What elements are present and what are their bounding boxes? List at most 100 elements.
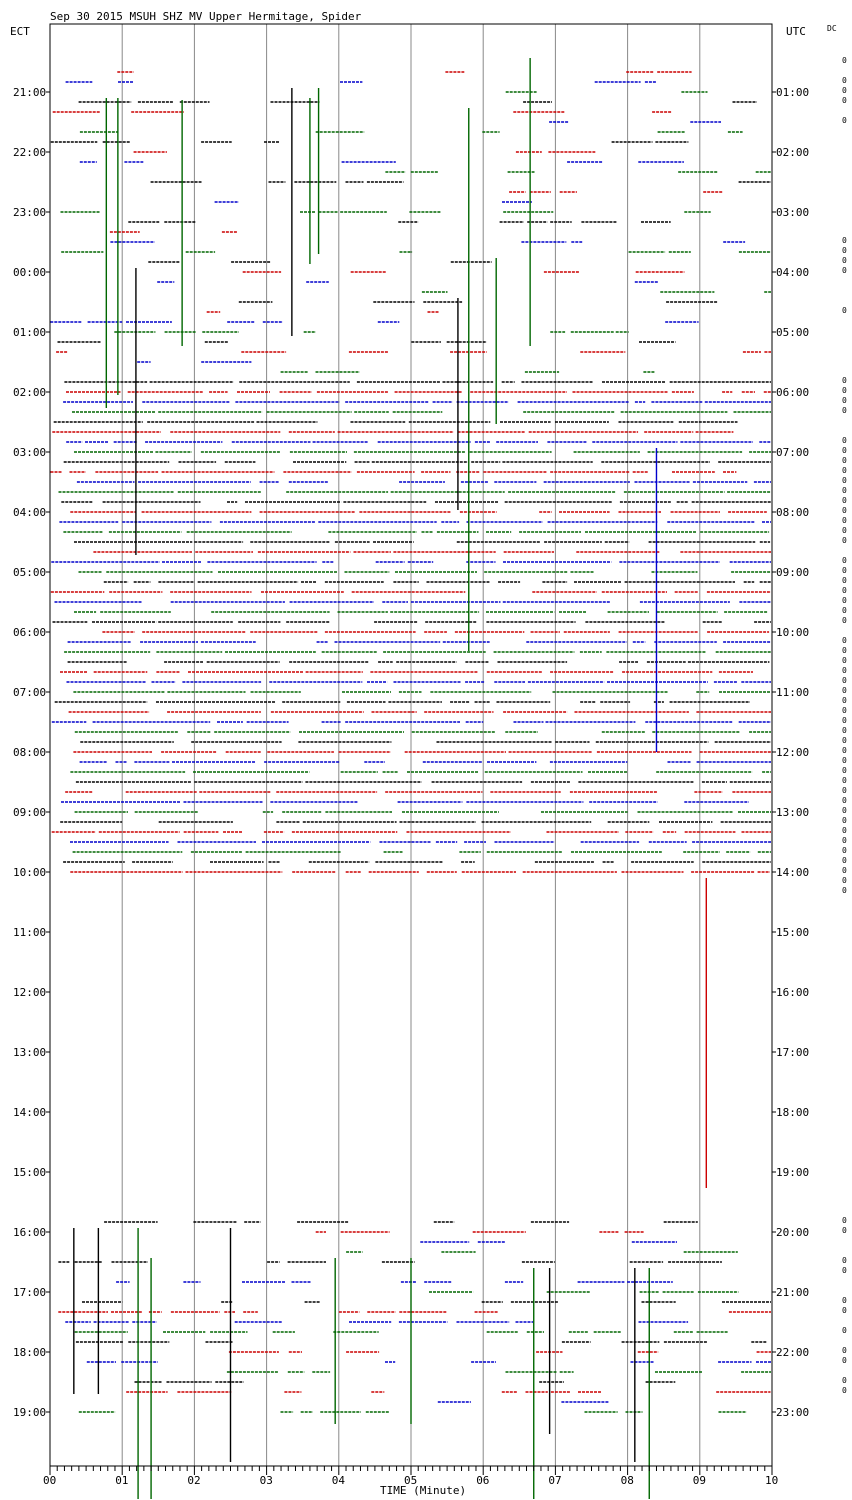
utc-label: 10:00 xyxy=(776,626,809,639)
dc-marker: 0 xyxy=(842,236,847,245)
dc-marker: 0 xyxy=(842,266,847,275)
dc-marker: 0 xyxy=(842,86,847,95)
dc-marker: 0 xyxy=(842,816,847,825)
utc-label: 21:00 xyxy=(776,1286,809,1299)
dc-marker: 0 xyxy=(842,556,847,565)
dc-marker: 0 xyxy=(842,1386,847,1395)
dc-marker: 0 xyxy=(842,56,847,65)
utc-label: 03:00 xyxy=(776,206,809,219)
dc-marker: 0 xyxy=(842,1306,847,1315)
ect-label: 07:00 xyxy=(13,686,46,699)
dc-label: DC xyxy=(827,24,837,33)
dc-marker: 0 xyxy=(842,476,847,485)
dc-marker: 0 xyxy=(842,506,847,515)
ect-label: 11:00 xyxy=(13,926,46,939)
utc-label: 17:00 xyxy=(776,1046,809,1059)
ect-label: 03:00 xyxy=(13,446,46,459)
ect-label: 23:00 xyxy=(13,206,46,219)
utc-label: 22:00 xyxy=(776,1346,809,1359)
dc-marker: 0 xyxy=(842,456,847,465)
dc-marker: 0 xyxy=(842,876,847,885)
utc-label: 18:00 xyxy=(776,1106,809,1119)
dc-marker: 0 xyxy=(842,566,847,575)
right-axis-label: UTC xyxy=(786,25,806,38)
dc-marker: 0 xyxy=(842,716,847,725)
utc-label: 04:00 xyxy=(776,266,809,279)
dc-marker: 0 xyxy=(842,776,847,785)
utc-label: 05:00 xyxy=(776,326,809,339)
dc-marker: 0 xyxy=(842,836,847,845)
dc-marker: 0 xyxy=(842,386,847,395)
dc-marker: 0 xyxy=(842,766,847,775)
dc-marker: 0 xyxy=(842,846,847,855)
dc-marker: 0 xyxy=(842,866,847,875)
ect-label: 08:00 xyxy=(13,746,46,759)
dc-marker: 0 xyxy=(842,496,847,505)
ect-label: 10:00 xyxy=(13,866,46,879)
utc-label: 16:00 xyxy=(776,986,809,999)
ect-label: 06:00 xyxy=(13,626,46,639)
utc-label: 23:00 xyxy=(776,1406,809,1419)
x-tick-label: 02 xyxy=(187,1474,200,1487)
ect-label: 13:00 xyxy=(13,1046,46,1059)
dc-marker: 0 xyxy=(842,446,847,455)
x-tick-label: 00 xyxy=(43,1474,56,1487)
x-tick-label: 03 xyxy=(260,1474,273,1487)
ect-label: 15:00 xyxy=(13,1166,46,1179)
dc-marker: 0 xyxy=(842,726,847,735)
dc-marker: 0 xyxy=(842,96,847,105)
minute-gridlines xyxy=(121,24,701,1466)
ect-label: 16:00 xyxy=(13,1226,46,1239)
dc-marker: 0 xyxy=(842,826,847,835)
utc-label: 06:00 xyxy=(776,386,809,399)
utc-label: 19:00 xyxy=(776,1166,809,1179)
x-tick-label: 10 xyxy=(765,1474,778,1487)
utc-label: 01:00 xyxy=(776,86,809,99)
dc-marker: 0 xyxy=(842,576,847,585)
dc-marker: 0 xyxy=(842,1216,847,1225)
dc-marker: 0 xyxy=(842,396,847,405)
dc-marker: 0 xyxy=(842,1226,847,1235)
ect-label: 14:00 xyxy=(13,1106,46,1119)
utc-label: 13:00 xyxy=(776,806,809,819)
ect-label: 12:00 xyxy=(13,986,46,999)
dc-marker: 0 xyxy=(842,676,847,685)
ect-label: 01:00 xyxy=(13,326,46,339)
dc-marker: 0 xyxy=(842,1266,847,1275)
dc-marker: 0 xyxy=(842,256,847,265)
dc-marker: 0 xyxy=(842,806,847,815)
utc-label: 07:00 xyxy=(776,446,809,459)
dc-marker: 0 xyxy=(842,746,847,755)
ect-label: 00:00 xyxy=(13,266,46,279)
dc-marker: 0 xyxy=(842,486,847,495)
plot-frame xyxy=(49,23,773,1467)
dc-marker: 0 xyxy=(842,796,847,805)
ect-label: 04:00 xyxy=(13,506,46,519)
dc-marker: 0 xyxy=(842,786,847,795)
dc-marker: 0 xyxy=(842,696,847,705)
dc-marker: 0 xyxy=(842,756,847,765)
ect-label: 17:00 xyxy=(13,1286,46,1299)
dc-marker: 0 xyxy=(842,586,847,595)
ect-label: 05:00 xyxy=(13,566,46,579)
utc-label: 15:00 xyxy=(776,926,809,939)
dc-marker: 0 xyxy=(842,656,847,665)
utc-hour-labels: 01:00 02:00 03:00 04:00 05:00 06:00 07:00 08:00… xyxy=(772,56,847,1419)
utc-label: 09:00 xyxy=(776,566,809,579)
dc-marker: 0 xyxy=(842,1356,847,1365)
x-tick-label: 09 xyxy=(693,1474,706,1487)
x-axis: 00 01 02 03 04 05 06 07 08 09 10 xyxy=(43,1466,778,1487)
dc-marker: 0 xyxy=(842,1346,847,1355)
seismic-traces xyxy=(50,58,771,1499)
dc-marker: 0 xyxy=(842,1296,847,1305)
dc-marker: 0 xyxy=(842,636,847,645)
dc-marker: 0 xyxy=(842,306,847,315)
x-tick-label: 06 xyxy=(476,1474,489,1487)
dc-marker: 0 xyxy=(842,376,847,385)
dc-marker: 0 xyxy=(842,706,847,715)
dc-marker: 0 xyxy=(842,76,847,85)
dc-marker: 0 xyxy=(842,246,847,255)
dc-marker: 0 xyxy=(842,856,847,865)
dc-marker: 0 xyxy=(842,646,847,655)
